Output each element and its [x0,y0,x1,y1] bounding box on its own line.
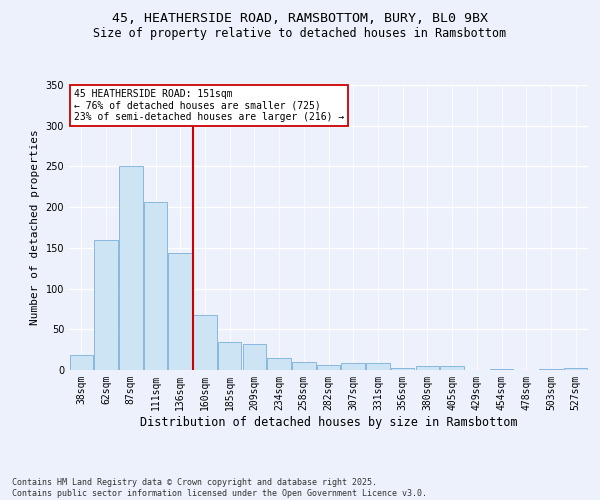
Bar [391,368,415,370]
Bar [564,368,587,370]
Bar [440,366,464,370]
Bar [539,369,563,370]
Bar [169,252,192,370]
Bar [366,364,389,370]
Text: Size of property relative to detached houses in Ramsbottom: Size of property relative to detached ho… [94,28,506,40]
Text: 45 HEATHERSIDE ROAD: 151sqm
← 76% of detached houses are smaller (725)
23% of se: 45 HEATHERSIDE ROAD: 151sqm ← 76% of det… [74,90,344,122]
Y-axis label: Number of detached properties: Number of detached properties [30,130,40,326]
Bar [218,342,241,370]
Bar [144,202,167,370]
Text: Contains HM Land Registry data © Crown copyright and database right 2025.
Contai: Contains HM Land Registry data © Crown c… [12,478,427,498]
X-axis label: Distribution of detached houses by size in Ramsbottom: Distribution of detached houses by size … [140,416,517,428]
Bar [416,366,439,370]
Bar [70,356,93,370]
Bar [268,358,291,370]
Text: 45, HEATHERSIDE ROAD, RAMSBOTTOM, BURY, BL0 9BX: 45, HEATHERSIDE ROAD, RAMSBOTTOM, BURY, … [112,12,488,26]
Bar [317,365,340,370]
Bar [341,364,365,370]
Bar [490,369,513,370]
Bar [292,362,316,370]
Bar [193,316,217,370]
Bar [119,166,143,370]
Bar [94,240,118,370]
Bar [242,344,266,370]
